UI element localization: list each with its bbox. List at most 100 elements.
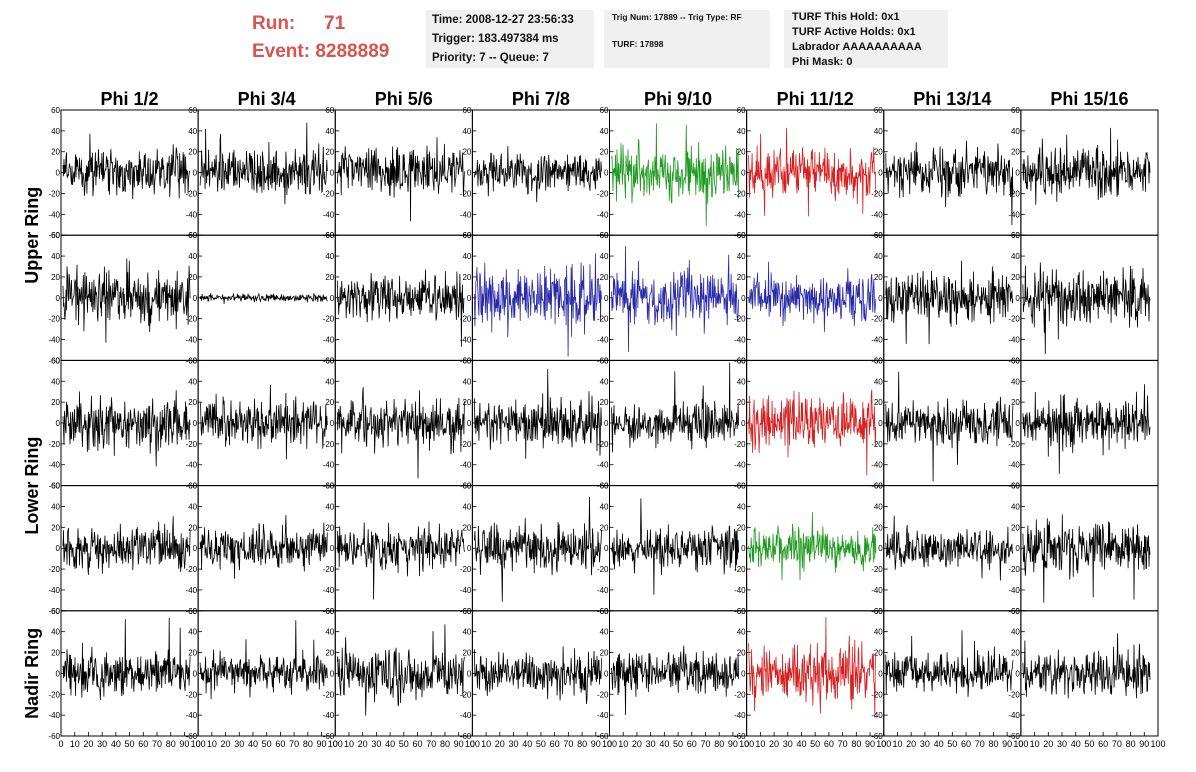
y-tick-label-r1-c8-3: 0 <box>1015 169 1020 178</box>
y-tick-label-r5-c8-1: -40 <box>1008 711 1020 720</box>
y-tick-label-r1-c4-2: -20 <box>460 189 472 198</box>
x-tick-label-c6-6: 60 <box>824 739 834 749</box>
waveform-r1-c4 <box>474 146 602 203</box>
y-tick-label-r5-c3-3: 0 <box>330 669 335 678</box>
waveform-r5-c5 <box>611 645 739 716</box>
run-label: Run: <box>252 13 296 34</box>
x-tick-label-c6-3: 30 <box>783 739 793 749</box>
y-tick-label-r4-c4-1: -40 <box>460 586 472 595</box>
x-tick-label-c8-1: 10 <box>1030 739 1040 749</box>
panel-frame-r3-c3 <box>334 359 473 487</box>
y-tick-label-r3-c1-4: 20 <box>51 398 60 407</box>
y-tick-label-r1-c4-4: 20 <box>462 148 471 157</box>
y-tick-label-r2-c2-2: -20 <box>186 315 198 324</box>
y-tick-label-r4-c5-4: 20 <box>600 523 609 532</box>
event-value: 8288889 <box>315 41 390 62</box>
y-tick-label-r1-c3-3: 0 <box>330 169 335 178</box>
labrador-text: Labrador AAAAAAAAAA <box>792 41 922 53</box>
x-tick-label-c1-7: 70 <box>152 739 162 749</box>
y-tick-label-r3-c4-4: 20 <box>462 398 471 407</box>
y-tick-label-r1-c3-1: -40 <box>323 210 335 219</box>
y-tick-label-r2-c5-3: 0 <box>604 294 609 303</box>
y-tick-label-r5-c2-4: 20 <box>188 649 197 658</box>
waveform-r4-c3 <box>336 521 465 600</box>
y-tick-label-r1-c7-0: -60 <box>871 231 883 240</box>
panel-frame-r4-c6 <box>746 485 885 612</box>
y-tick-label-r3-c8-2: -20 <box>1008 440 1020 449</box>
y-tick-label-r5-c6-2: -20 <box>734 690 746 699</box>
y-tick-label-r3-c5-2: -20 <box>597 440 609 449</box>
x-tick-label-c4-10: 100 <box>602 739 617 749</box>
y-tick-label-r1-c5-6: 60 <box>600 106 609 115</box>
y-tick-label-r5-c1-1: -40 <box>48 711 60 720</box>
y-tick-label-r4-c3-2: -20 <box>323 565 335 574</box>
y-tick-label-r3-c6-3: 0 <box>741 419 746 428</box>
y-tick-label-r4-c2-0: -60 <box>186 607 198 616</box>
waveform-r3-c3 <box>336 387 465 479</box>
x-tick-label-c4-5: 50 <box>536 739 546 749</box>
x-tick-label-c6-8: 80 <box>851 739 861 749</box>
y-tick-label-r2-c4-6: 60 <box>462 231 471 240</box>
x-tick-label-c7-2: 20 <box>906 739 916 749</box>
x-tick-label-c5-8: 80 <box>714 739 724 749</box>
waveform-r5-c8 <box>1022 633 1151 699</box>
y-tick-label-r5-c6-0: -60 <box>734 732 746 741</box>
y-tick-label-r3-c4-5: 40 <box>462 377 471 386</box>
y-tick-label-r3-c5-3: 0 <box>604 419 609 428</box>
y-tick-label-r2-c7-4: 20 <box>874 273 883 282</box>
y-tick-label-r4-c5-3: 0 <box>604 544 609 553</box>
column-header-7: Phi 13/14 <box>913 89 991 109</box>
y-tick-label-r1-c4-3: 0 <box>467 169 472 178</box>
y-tick-label-r2-c1-2: -20 <box>48 315 60 324</box>
waveform-r4-c8 <box>1022 514 1151 603</box>
y-tick-label-r5-c4-3: 0 <box>467 669 472 678</box>
x-tick-label-c8-7: 70 <box>1112 739 1122 749</box>
y-tick-label-r4-c5-5: 40 <box>600 502 609 511</box>
y-tick-label-r2-c4-4: 20 <box>462 273 471 282</box>
x-tick-label-c3-0: 0 <box>333 739 338 749</box>
y-tick-label-r5-c1-5: 40 <box>51 628 60 637</box>
y-tick-label-r5-c3-4: 20 <box>325 649 334 658</box>
y-tick-label-r4-c4-3: 0 <box>467 544 472 553</box>
time-info-box: Time: 2008-12-27 23:56:33 Trigger: 183.4… <box>426 10 594 68</box>
y-tick-label-r1-c8-5: 40 <box>1011 127 1020 136</box>
y-tick-label-r2-c1-1: -40 <box>48 336 60 345</box>
waveform-r5-c6 <box>748 617 877 718</box>
x-tick-label-c3-10: 100 <box>465 739 480 749</box>
y-tick-label-r5-c5-3: 0 <box>604 669 609 678</box>
y-tick-label-r2-c8-3: 0 <box>1015 294 1020 303</box>
y-tick-label-r3-c3-2: -20 <box>323 440 335 449</box>
y-tick-label-r2-c4-2: -20 <box>460 315 472 324</box>
y-tick-label-r4-c7-5: 40 <box>874 502 883 511</box>
y-tick-label-r3-c5-6: 60 <box>600 356 609 365</box>
y-tick-label-r4-c7-6: 60 <box>874 482 883 491</box>
waveform-r2-c7 <box>885 260 1014 345</box>
x-tick-label-c4-0: 0 <box>470 739 475 749</box>
y-tick-label-r1-c6-2: -20 <box>734 189 746 198</box>
y-tick-label-r3-c8-3: 0 <box>1015 419 1020 428</box>
y-tick-label-r2-c1-0: -60 <box>48 356 60 365</box>
y-tick-label-r4-c3-6: 60 <box>325 482 334 491</box>
y-tick-label-r5-c4-2: -20 <box>460 690 472 699</box>
x-tick-label-c6-9: 90 <box>865 739 875 749</box>
y-tick-label-r1-c3-6: 60 <box>325 106 334 115</box>
y-tick-label-r4-c2-5: 40 <box>188 502 197 511</box>
x-tick-label-c7-6: 60 <box>961 739 971 749</box>
y-tick-label-r3-c2-5: 40 <box>188 377 197 386</box>
waveform-r2-c8 <box>1022 262 1151 355</box>
y-tick-label-r5-c5-2: -20 <box>597 690 609 699</box>
column-header-5: Phi 9/10 <box>644 89 712 109</box>
y-tick-label-r3-c8-6: 60 <box>1011 356 1020 365</box>
y-tick-label-r5-c3-6: 60 <box>325 607 334 616</box>
y-tick-label-r4-c2-6: 60 <box>188 482 197 491</box>
y-tick-label-r1-c5-4: 20 <box>600 148 609 157</box>
y-tick-label-r4-c1-4: 20 <box>51 523 60 532</box>
y-tick-label-r3-c1-3: 0 <box>56 419 61 428</box>
y-tick-label-r2-c8-1: -40 <box>1008 336 1020 345</box>
y-tick-label-r1-c7-1: -40 <box>871 210 883 219</box>
trigger-info-box: Trig Num: 17889 -- Trig Type: RF TURF: 1… <box>604 10 770 68</box>
y-tick-label-r4-c2-1: -40 <box>186 586 198 595</box>
run-event-block: Run: 71 Event: 8288889 <box>252 10 389 66</box>
turf-text: TURF: 17898 <box>612 39 664 49</box>
